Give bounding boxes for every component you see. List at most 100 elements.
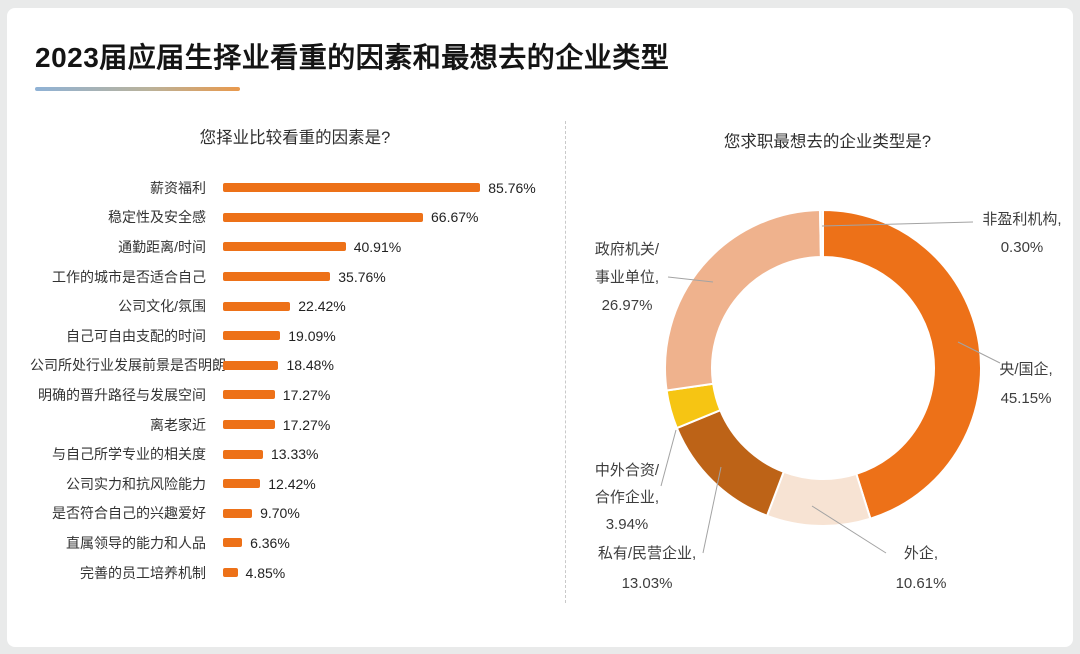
bar [223, 420, 275, 430]
slide-title: 2023届应届生择业看重的因素和最想去的企业类型 [35, 42, 670, 73]
donut-label-line: 合作企业, [594, 489, 660, 506]
donut-label-line: 10.61% [895, 575, 947, 592]
bar-and-value: 40.91% [223, 239, 401, 255]
donut-slice [765, 470, 872, 527]
donut-label-line: 私有/民营企业, [597, 545, 697, 562]
donut-chart [660, 208, 1001, 554]
bar [223, 449, 263, 459]
bar-value-label: 4.85% [245, 564, 286, 581]
donut-label-line: 外企, [903, 545, 939, 562]
bar-and-value: 4.85% [223, 565, 285, 581]
bar-value-label: 6.36% [250, 534, 290, 551]
bar [223, 479, 261, 489]
donut-label-line: 0.30% [1000, 239, 1044, 256]
bar-row: 与自己所学专业的相关度 13.33% [30, 439, 560, 469]
bar-and-value: 19.09% [223, 328, 336, 344]
bar-and-value: 17.27% [223, 417, 330, 433]
bar [223, 568, 238, 578]
donut-label-line: 13.03% [621, 575, 673, 592]
bar-row: 直属领导的能力和人品 6.36% [30, 528, 560, 558]
donut-chart-panel: 您求职最想去的企业类型是? 央/国企, 45.15% 外企, 10.61% 私有/民营企… [575, 110, 1073, 647]
bar-category-label: 离老家近 [150, 416, 206, 433]
bar-and-value: 13.33% [223, 446, 318, 462]
donut-label-line: 26.97% [601, 297, 653, 314]
bar-value-label: 9.70% [260, 505, 300, 522]
bar-and-value: 66.67% [223, 209, 478, 225]
bar-and-value: 22.42% [223, 298, 346, 314]
donut-label-line: 45.15% [1000, 390, 1052, 407]
donut-chart-title: 您求职最想去的企业类型是? [723, 133, 932, 151]
bar-value-label: 17.27% [282, 416, 331, 433]
bar [223, 331, 281, 341]
bar-value-label: 19.09% [288, 327, 336, 344]
bar-and-value: 12.42% [223, 476, 316, 492]
title-underline-decoration [35, 87, 240, 91]
bar-category-label: 完善的员工培养机制 [80, 564, 206, 581]
bar-and-value: 6.36% [223, 535, 290, 551]
leader-line [660, 429, 677, 487]
bar-value-label: 12.42% [268, 475, 316, 492]
bar-and-value: 35.76% [223, 269, 386, 285]
bar-row: 离老家近 17.27% [30, 410, 560, 440]
bar-and-value: 9.70% [223, 505, 300, 521]
donut-label-line: 央/国企, [999, 361, 1053, 378]
bar-category-label: 是否符合自己的兴趣爱好 [52, 505, 206, 522]
bar [223, 508, 253, 518]
bar-row: 公司文化/氛围 22.42% [30, 291, 560, 321]
bar-row: 稳定性及安全感 66.67% [30, 203, 560, 233]
bar-category-label: 稳定性及安全感 [108, 209, 206, 226]
leader-line [957, 341, 1001, 364]
leader-line [667, 276, 714, 283]
bar [223, 272, 331, 282]
bar-value-label: 66.67% [431, 209, 479, 226]
bar-row: 工作的城市是否适合自己 35.76% [30, 262, 560, 292]
bar-category-label: 通勤距离/时间 [118, 238, 206, 255]
bar-chart-title: 您择业比较看重的因素是? [199, 129, 391, 147]
bar [223, 212, 423, 222]
bar-row: 是否符合自己的兴趣爱好 9.70% [30, 499, 560, 529]
bar-category-label: 自己可自由支配的时间 [66, 327, 206, 344]
donut-slice-label: 非盈利机构, 0.30% [952, 206, 1073, 262]
bar [223, 538, 243, 548]
donut-slice [822, 208, 982, 520]
bar-row: 公司所处行业发展前景是否明朗 18.48% [30, 351, 560, 381]
bar-value-label: 85.76% [488, 179, 536, 196]
bar-chart-plot-area: 薪资福利 85.76% 稳定性及安全感 66.67% 通勤距离/时间 40.91% 工作的城… [30, 173, 560, 587]
donut-slice-label: 外企, 10.61% [851, 539, 991, 599]
bar [223, 301, 291, 311]
donut-slice-label: 私有/民营企业, 13.03% [577, 539, 717, 599]
bar [223, 390, 275, 400]
bar-value-label: 40.91% [353, 238, 402, 255]
bar-category-label: 公司所处行业发展前景是否明朗 [30, 357, 226, 374]
slide: 2023届应届生择业看重的因素和最想去的企业类型 您择业比较看重的因素是? 薪资… [7, 8, 1073, 647]
leader-line [811, 505, 887, 554]
donut-slice-label: 央/国企, 45.15% [956, 355, 1073, 413]
leader-line [821, 221, 974, 227]
bar-and-value: 18.48% [223, 357, 334, 373]
bar-row: 通勤距离/时间 40.91% [30, 232, 560, 262]
bar-category-label: 工作的城市是否适合自己 [52, 268, 206, 285]
bar-value-label: 13.33% [270, 446, 319, 463]
bar-category-label: 公司文化/氛围 [118, 298, 206, 315]
bar-value-label: 22.42% [298, 298, 346, 315]
bar-row: 完善的员工培养机制 4.85% [30, 558, 560, 588]
bar-and-value: 17.27% [223, 387, 330, 403]
donut-label-line: 政府机关/ [594, 241, 660, 258]
bar-category-label: 薪资福利 [150, 179, 206, 196]
donut-label-line: 中外合资/ [594, 462, 660, 479]
bar-value-label: 18.48% [286, 357, 334, 374]
bar [223, 360, 279, 370]
bar-value-label: 17.27% [282, 386, 331, 403]
bar-value-label: 35.76% [338, 268, 386, 285]
donut-label-line: 非盈利机构, [982, 211, 1062, 228]
bar-category-label: 明确的晋升路径与发展空间 [38, 386, 206, 403]
donut-label-line: 3.94% [605, 516, 649, 533]
donut-label-line: 事业单位, [594, 269, 660, 286]
leader-line [702, 466, 722, 554]
donut-slice [819, 208, 824, 259]
bar-chart-panel: 您择业比较看重的因素是? 薪资福利 85.76% 稳定性及安全感 66.67% 通勤距离… [30, 110, 560, 620]
bar-row: 公司实力和抗风险能力 12.42% [30, 469, 560, 499]
bar-row: 薪资福利 85.76% [30, 173, 560, 203]
bar [223, 242, 346, 252]
bar-and-value: 85.76% [223, 180, 536, 196]
